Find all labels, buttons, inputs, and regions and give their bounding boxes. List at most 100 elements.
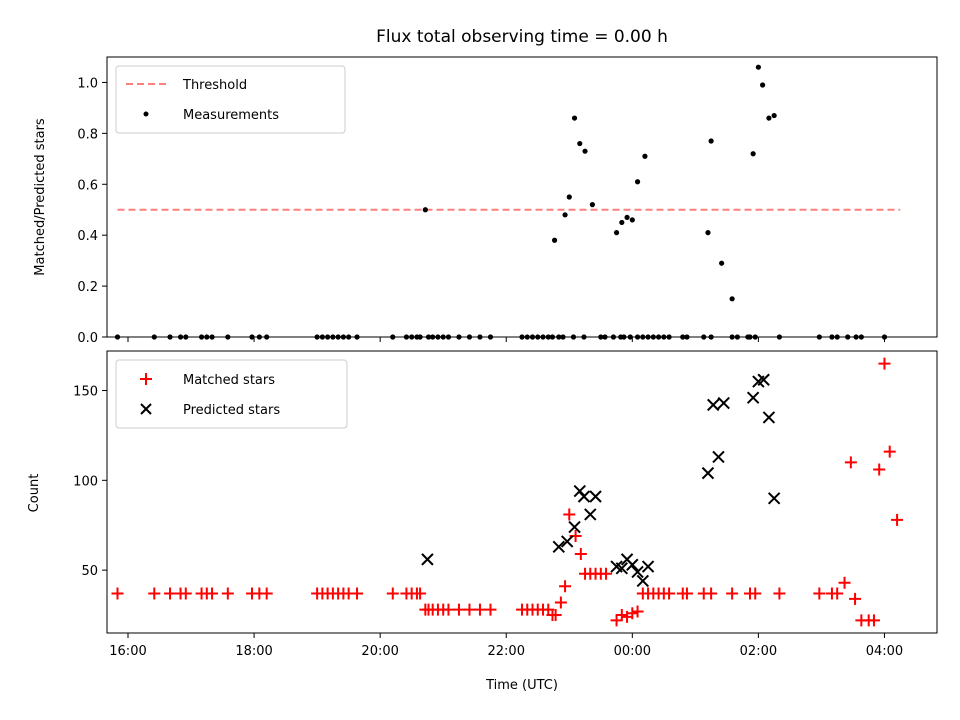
measurement-point — [759, 82, 766, 88]
x-tick-label: 20:00 — [361, 644, 398, 659]
matched-star-point — [615, 609, 628, 622]
measurement-point — [624, 214, 630, 220]
top-series-marks — [114, 64, 901, 340]
predicted-star-point — [746, 391, 760, 404]
x-tick-label: 02:00 — [740, 644, 777, 659]
x-tick-label: 18:00 — [235, 644, 272, 659]
matched-star-point — [549, 609, 562, 622]
matched-star-point — [883, 445, 896, 458]
measurement-point — [634, 179, 641, 185]
predicted-star-point — [589, 490, 602, 503]
measurement-point — [566, 194, 572, 200]
matched-star-point — [813, 587, 826, 600]
matched-star-point — [179, 587, 192, 600]
x-tick-label: 00:00 — [614, 644, 651, 659]
measurement-point — [708, 138, 714, 144]
matched-star-point — [705, 587, 718, 600]
predicted-star-point — [757, 373, 770, 386]
measurement-point — [613, 230, 620, 236]
bottom-legend: Matched stars Predicted stars — [115, 359, 348, 429]
predicted-legend-swatch — [140, 403, 152, 415]
measurement-point — [577, 140, 583, 147]
x-tick-label: 04:00 — [866, 644, 903, 659]
top-y-axis-label: Matched/Predicted stars — [33, 118, 48, 276]
matched-star-point — [844, 456, 857, 469]
matched-star-point — [878, 357, 891, 370]
predicted-star-point — [421, 553, 434, 566]
matched-star-point — [221, 587, 234, 600]
matched-star-point — [386, 587, 399, 600]
matched-star-point — [838, 576, 851, 589]
matched-star-point — [626, 607, 639, 620]
matched-star-point — [867, 614, 880, 627]
measurement-point — [705, 230, 711, 236]
matched-legend-swatch — [140, 373, 152, 385]
measurement-point — [619, 219, 625, 226]
panel-bottom: 16:00 18:00 20:00 22:00 00:00 02:00 04:00 50 100… — [27, 350, 938, 693]
top-y-tick-label: 0.8 — [77, 127, 98, 142]
measurement-point — [582, 148, 588, 154]
measurement-point — [719, 260, 725, 266]
top-y-tick-label: 0.2 — [77, 280, 98, 295]
bottom-y-axis-label: Count — [27, 474, 42, 513]
predicted-star-point — [701, 466, 715, 480]
matched-star-point — [680, 587, 693, 600]
predicted-star-point — [568, 520, 581, 534]
bottom-y-tick-label: 150 — [73, 385, 98, 400]
measurement-point — [629, 217, 635, 223]
predicted-star-point — [631, 565, 644, 579]
matched-star-point — [206, 587, 219, 600]
measurement-point — [750, 151, 756, 157]
chart-title: Flux total observing time = 0.00 h — [376, 27, 668, 47]
top-y-tick-label: 0.0 — [77, 331, 98, 346]
matched-star-point — [574, 547, 587, 560]
matched-star-point — [610, 614, 623, 627]
panel-top: 0.0 0.2 0.4 0.6 0.8 1.0 Matched/Predicted sta… — [33, 56, 938, 346]
predicted-star-point — [626, 558, 639, 571]
predicted-star-point — [577, 490, 591, 503]
bottom-legend-box — [115, 359, 348, 429]
matched-star-point — [773, 587, 786, 600]
x-axis-label: Time (UTC) — [485, 678, 558, 693]
matched-star-point — [452, 603, 465, 616]
measurement-point — [642, 153, 648, 159]
top-y-tick-label: 0.4 — [77, 229, 98, 244]
matched-star-point — [260, 587, 273, 600]
predicted-star-point — [552, 540, 565, 553]
top-legend: Threshold Measurements — [115, 65, 346, 134]
bottom-y-tick-label: 50 — [81, 564, 98, 579]
matched-star-point — [554, 596, 567, 609]
predicted-star-point — [762, 411, 776, 424]
matched-star-point — [873, 463, 886, 476]
matched-star-point — [148, 587, 161, 600]
top-y-tick-label: 1.0 — [77, 76, 98, 91]
top-axes-frame — [106, 56, 938, 338]
matched-star-point — [442, 603, 455, 616]
measurement-point — [729, 296, 735, 302]
measurement-point — [551, 237, 558, 243]
measurement-point — [755, 64, 761, 70]
matched-star-point — [559, 580, 572, 593]
matched-star-point — [164, 587, 177, 600]
x-tick-label: 22:00 — [488, 644, 525, 659]
predicted-legend-label: Predicted stars — [183, 403, 280, 418]
bottom-y-tick-label: 100 — [73, 474, 98, 489]
matched-star-point — [726, 587, 739, 600]
matched-star-point — [414, 587, 427, 600]
measurement-point — [766, 115, 772, 121]
matched-star-point — [663, 587, 676, 600]
predicted-star-point — [712, 450, 725, 464]
measurement-point — [562, 212, 568, 218]
top-axes-ticks: 0.0 0.2 0.4 0.6 0.8 1.0 — [77, 76, 885, 346]
measurements-legend-swatch — [143, 111, 149, 117]
matched-star-point — [463, 603, 476, 616]
predicted-star-point — [636, 574, 650, 588]
matched-star-point — [631, 605, 644, 618]
matched-star-point — [351, 587, 364, 600]
matched-star-point — [891, 513, 904, 526]
bottom-series-marks — [111, 357, 904, 627]
predicted-star-point — [707, 398, 720, 412]
predicted-star-point — [560, 535, 574, 548]
measurement-point — [422, 207, 428, 213]
